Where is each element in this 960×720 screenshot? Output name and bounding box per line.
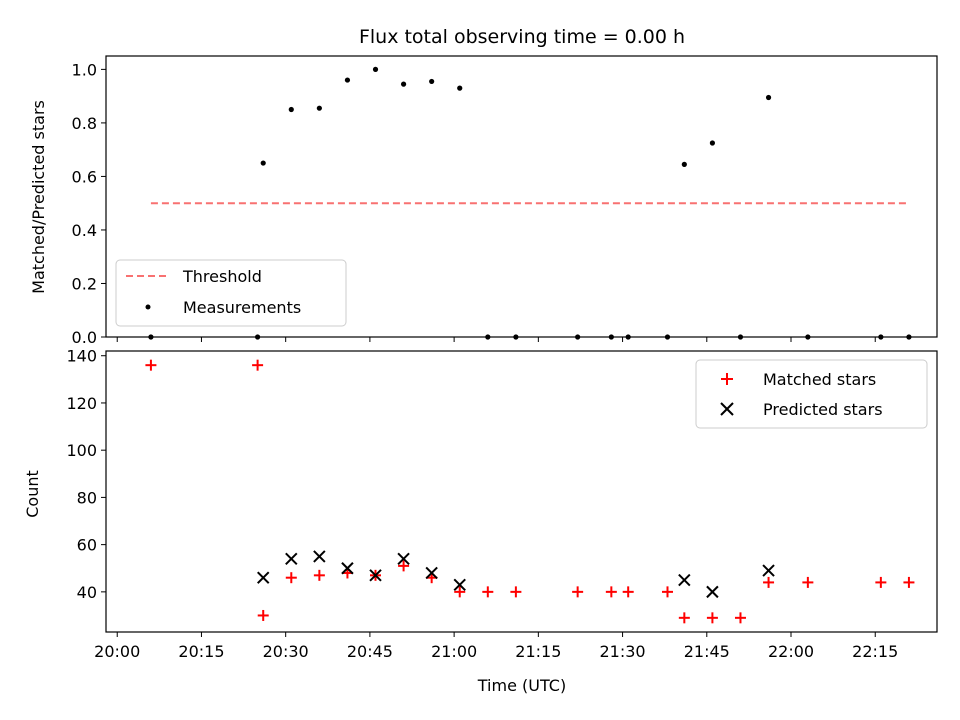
measurement-point: [765, 94, 772, 101]
measurement-point: [260, 160, 266, 166]
predicted-star-point: [341, 562, 354, 575]
measurement-point: [429, 78, 435, 85]
top-y-axis-label: Matched/Predicted stars: [29, 100, 48, 294]
top-y-tick-label: 0.2: [72, 274, 97, 293]
measurement-point: [457, 85, 463, 91]
x-tick-label: 21:15: [515, 642, 561, 661]
matched-star-point: [285, 572, 297, 584]
chart-title: Flux total observing time = 0.00 h: [359, 26, 685, 48]
bottom-y-axis-label: Count: [23, 470, 42, 518]
x-tick-label: 22:15: [852, 642, 898, 661]
legend-predicted-swatch: [720, 402, 734, 416]
measurement-point: [485, 334, 491, 340]
measurement-point: [288, 106, 294, 113]
measurement-point: [625, 334, 631, 340]
predicted-star-point: [678, 573, 691, 587]
measurement-point: [575, 334, 581, 340]
count-plot: 40 60 80 100 120 140 20:00 20:15 20:30 20:45 21:00…: [66, 347, 938, 661]
matched-star-point: [605, 586, 617, 598]
predicted-star-point: [762, 564, 775, 577]
top-y-tick-label: 0.0: [72, 328, 97, 347]
legend-measurements-swatch: [145, 304, 151, 310]
predicted-star-point: [397, 552, 410, 566]
legend-matched-swatch: [721, 373, 733, 385]
top-y-tick-label: 0.6: [72, 167, 97, 186]
predicted-star-point: [425, 566, 438, 580]
bottom-y-tick-label: 120: [66, 394, 97, 413]
top-legend: Threshold Measurements: [115, 259, 347, 327]
predicted-star-point: [313, 550, 326, 563]
bottom-y-tick-label: 40: [77, 583, 97, 602]
measurement-point: [148, 334, 154, 340]
matched-star-point: [454, 586, 466, 598]
matched-star-point: [398, 560, 410, 572]
bottom-y-tick-label: 60: [77, 536, 97, 555]
matched-star-point: [734, 612, 746, 624]
matched-star-point: [482, 586, 494, 598]
bottom-y-tick-label: 80: [77, 488, 97, 507]
predicted-star-point: [257, 571, 270, 584]
measurement-point: [805, 334, 811, 340]
top-y-tick-label: 0.4: [72, 221, 97, 240]
x-tick-label: 22:00: [768, 642, 814, 661]
matched-star-point: [145, 359, 157, 371]
top-axes-frame: [105, 55, 938, 338]
ratio-plot: 0.0 0.2 0.4 0.6 0.8 1.0: [72, 55, 938, 347]
x-tick-label: 20:00: [94, 642, 140, 661]
matched-star-point: [903, 576, 915, 588]
bottom-y-tick-label: 100: [66, 441, 97, 460]
measurement-point: [316, 105, 322, 111]
matched-star-point: [622, 586, 634, 598]
measurement-point: [737, 334, 744, 340]
matched-star-point: [661, 586, 673, 598]
legend-matched-label: Matched stars: [763, 370, 876, 389]
matched-star-point: [313, 569, 325, 581]
legend-predicted-label: Predicted stars: [763, 400, 883, 419]
matched-star-point: [252, 359, 264, 371]
legend-threshold-label: Threshold: [182, 267, 262, 286]
measurement-point: [400, 81, 407, 87]
legend-measurements-label: Measurements: [183, 298, 301, 317]
matched-star-point: [763, 576, 775, 588]
measurement-point: [372, 66, 379, 72]
measurement-point: [709, 140, 716, 146]
bottom-legend: Matched stars Predicted stars: [695, 359, 928, 429]
matched-star-point: [678, 612, 690, 624]
matched-star-point: [257, 609, 269, 621]
x-tick-label: 20:30: [263, 642, 309, 661]
predicted-star-point: [285, 552, 298, 566]
measurement-point: [878, 334, 884, 340]
measurement-point: [906, 334, 912, 340]
top-y-tick-label: 1.0: [72, 60, 97, 79]
predicted-star-point: [369, 569, 382, 582]
matched-star-point: [706, 612, 718, 624]
measurement-point: [664, 334, 671, 340]
measurement-point: [681, 161, 687, 167]
predicted-star-point: [453, 578, 466, 591]
measurement-point: [608, 334, 614, 340]
x-tick-label: 20:15: [178, 642, 224, 661]
matched-star-point: [802, 576, 814, 588]
measurement-point: [255, 334, 261, 340]
matched-star-point: [572, 586, 584, 598]
x-tick-label: 21:00: [431, 642, 477, 661]
matched-star-point: [875, 576, 887, 588]
measurement-point: [344, 77, 351, 83]
x-axis-label: Time (UTC): [477, 676, 566, 695]
x-tick-label: 21:30: [600, 642, 646, 661]
top-y-tick-label: 0.8: [72, 114, 97, 133]
x-tick-label: 21:45: [684, 642, 730, 661]
bottom-y-tick-label: 140: [66, 347, 97, 366]
matched-star-point: [510, 586, 522, 598]
measurement-point: [513, 334, 519, 340]
x-tick-label: 20:45: [347, 642, 393, 661]
bottom-axes-frame: [105, 350, 938, 633]
predicted-star-point: [706, 585, 719, 599]
